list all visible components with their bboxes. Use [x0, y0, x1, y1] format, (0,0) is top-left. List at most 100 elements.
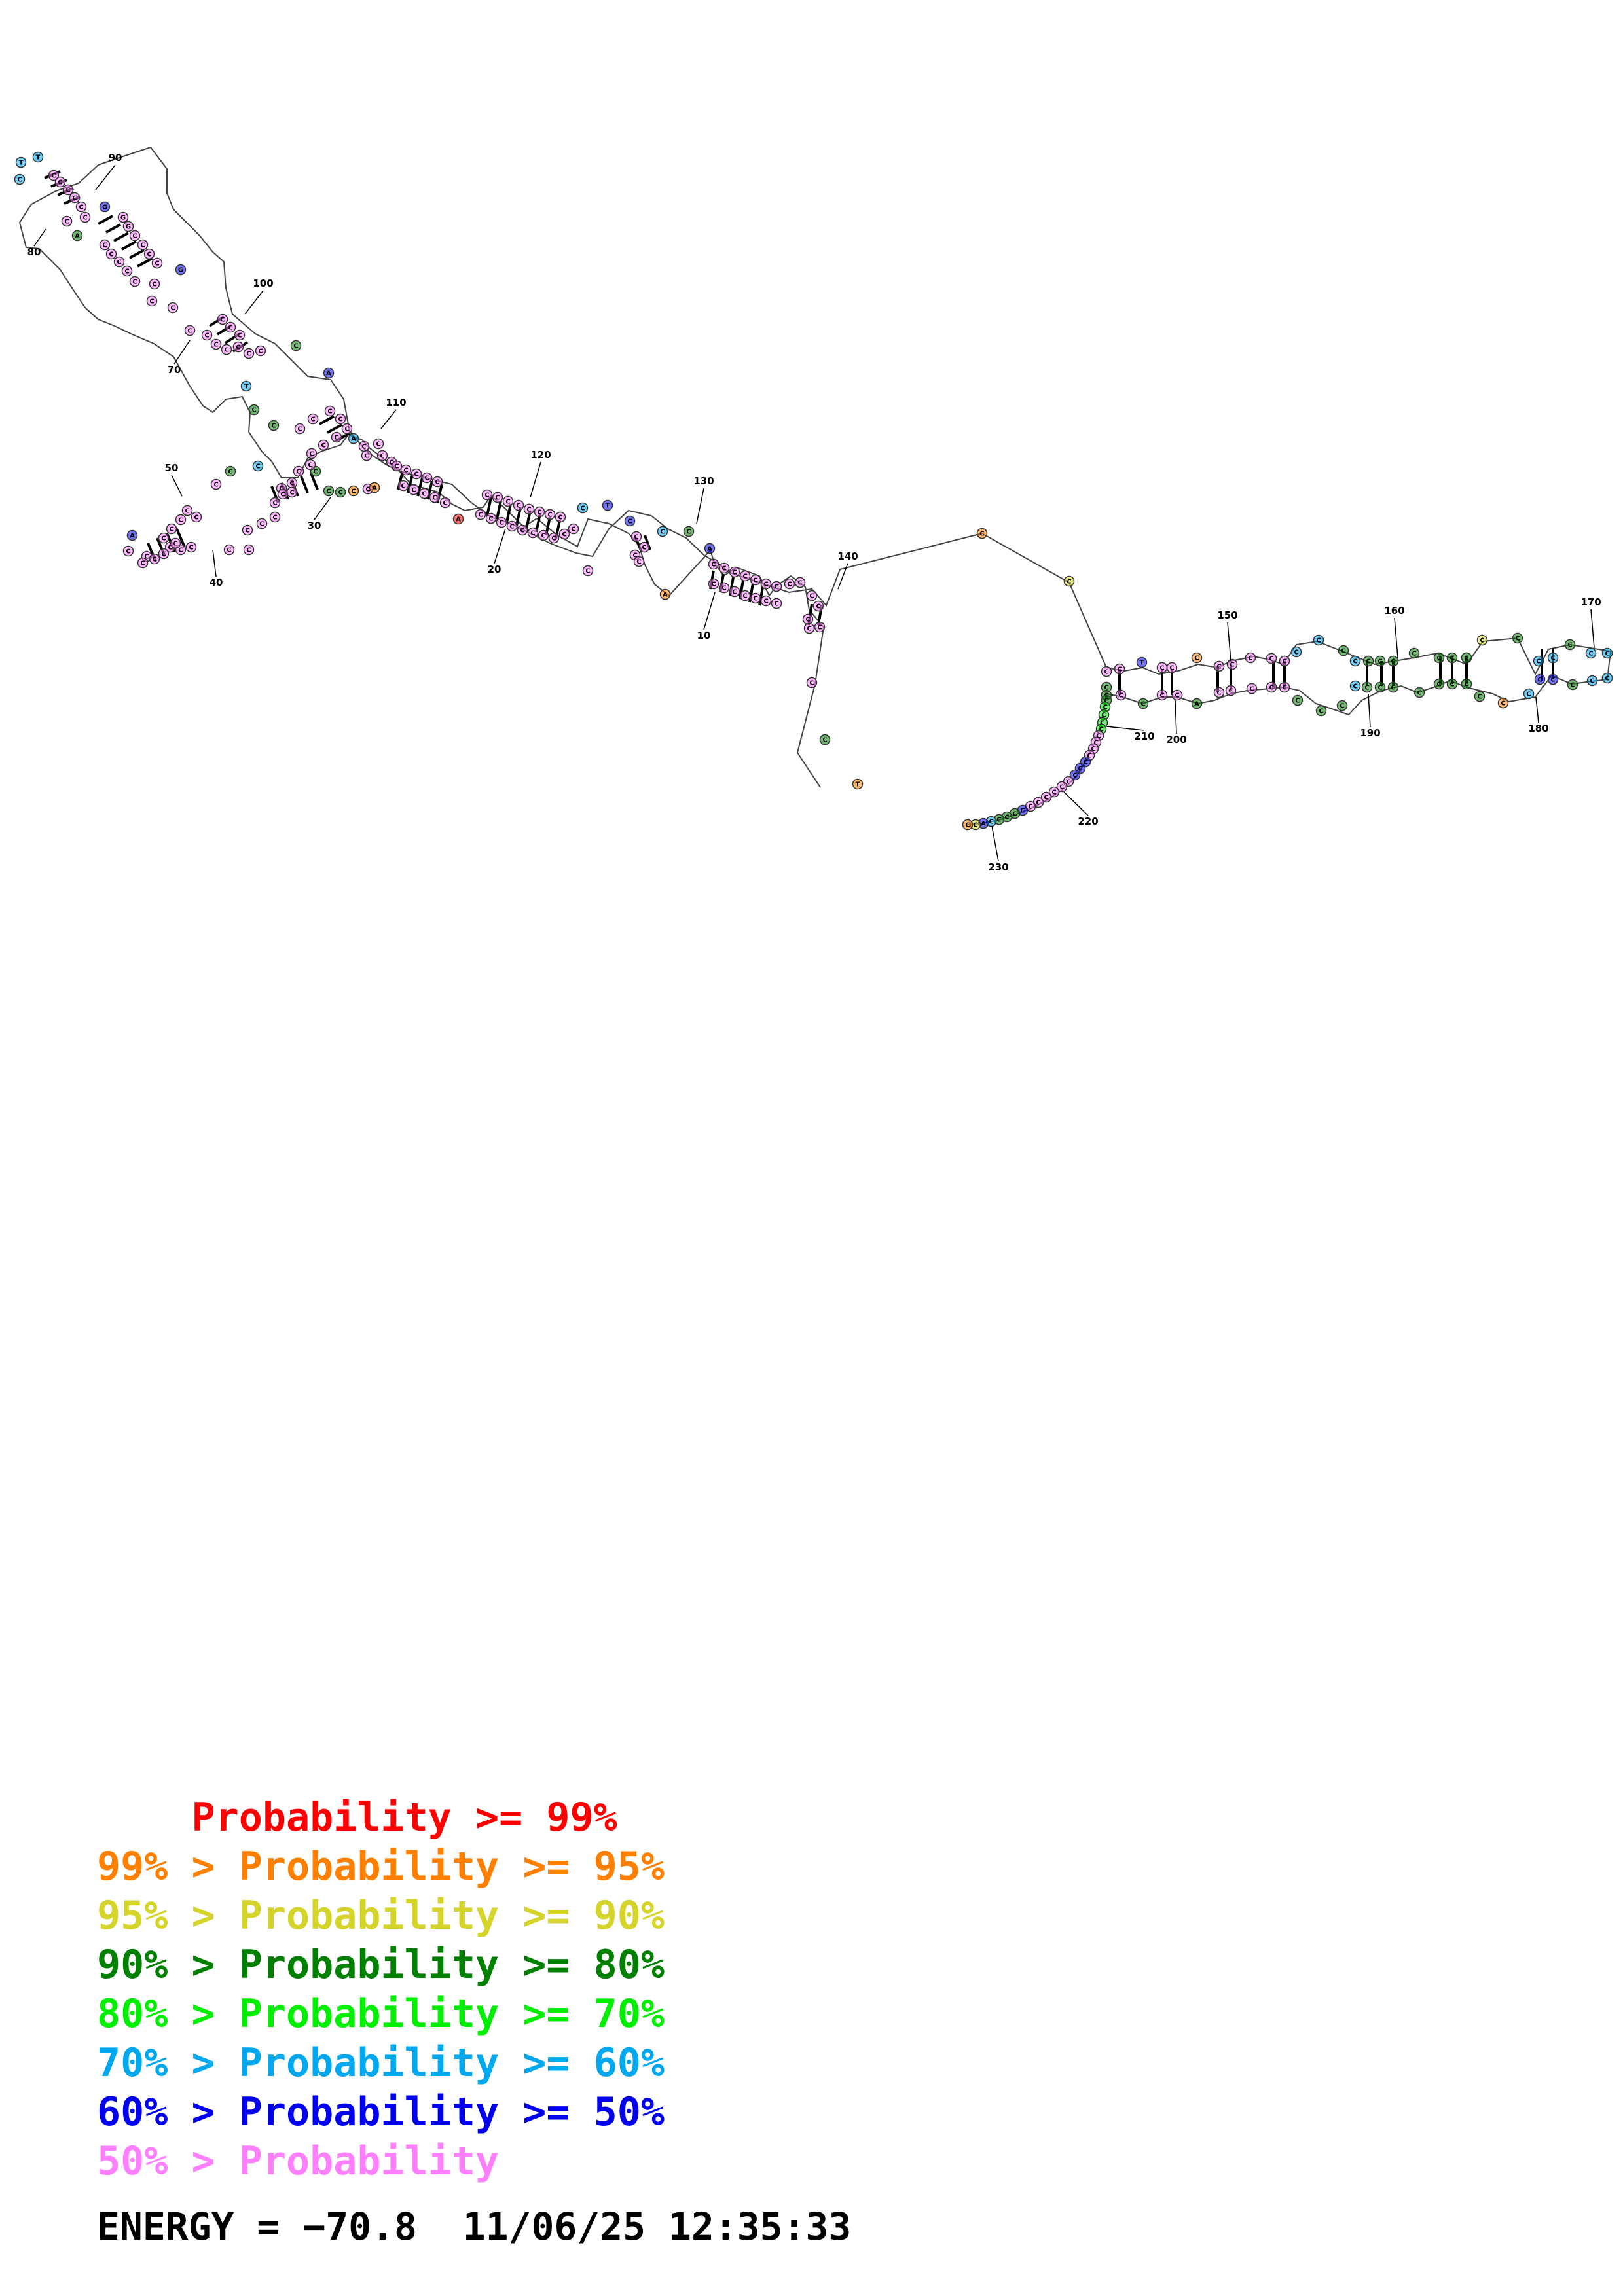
nucleotide-circle	[517, 524, 528, 536]
nucleotide-letter: C	[313, 469, 318, 476]
nucleotide: C	[568, 523, 579, 535]
nucleotide-letter: C	[1391, 685, 1395, 692]
nucleotide-circle	[429, 492, 441, 503]
nucleotide-circle	[373, 438, 384, 450]
nucleotide: C	[286, 477, 298, 489]
nucleotide-circle	[210, 338, 222, 350]
nucleotide-circle	[812, 600, 824, 612]
position-label: 40	[210, 577, 223, 588]
position-label: 120	[530, 449, 551, 461]
nucleotide: C	[812, 600, 824, 612]
position-tick	[1394, 617, 1398, 658]
nucleotide: C	[1266, 681, 1277, 693]
legend-row-95: 99% > Probability >= 95%	[97, 1842, 665, 1892]
nucleotide-circle	[1349, 655, 1361, 667]
nucleotide: C	[1025, 800, 1036, 812]
nucleotide-letter: C	[1605, 651, 1609, 658]
nucleotide-letter: C	[1477, 694, 1482, 701]
position-label: 20	[488, 564, 501, 575]
nucleotide-circle	[143, 248, 155, 260]
nucleotide: C	[14, 173, 26, 185]
position-label: 150	[1217, 609, 1237, 621]
nucleotide: C	[1338, 645, 1349, 656]
nucleotide-letter: C	[520, 528, 524, 535]
nucleotide-circle	[492, 492, 503, 503]
nucleotide-letter: C	[149, 298, 154, 306]
nucleotide-letter: C	[499, 520, 503, 527]
position-tick	[530, 461, 541, 498]
nucleotide-letter: C	[1550, 677, 1555, 684]
nucleotide: C	[61, 215, 73, 227]
nucleotide-letter: C	[1590, 678, 1594, 685]
nucleotide: A	[452, 513, 464, 525]
nucleotide-circle	[1171, 689, 1183, 701]
nucleotide-circle	[602, 499, 613, 511]
nucleotide: C	[137, 557, 149, 569]
nucleotide: C	[185, 541, 197, 553]
nucleotide-letter: C	[1083, 759, 1087, 766]
nucleotide: C	[1292, 694, 1304, 706]
nucleotide-circle	[1156, 689, 1168, 701]
nucleotide-letter: C	[1248, 655, 1252, 662]
nucleotide-letter: C	[989, 819, 993, 826]
nucleotide: C	[1433, 652, 1445, 664]
nucleotide-circle	[1040, 791, 1052, 803]
position-label: 210	[1134, 730, 1154, 742]
nucleotide: C	[683, 526, 695, 537]
nucleotide-letter: C	[1353, 658, 1357, 666]
nucleotide-circle	[1433, 652, 1445, 664]
base-pair-line	[496, 500, 502, 520]
nucleotide-circle	[61, 215, 73, 227]
nucleotide-letter: A	[981, 821, 986, 828]
nucleotide-letter: C	[414, 471, 418, 478]
nucleotide-letter: C	[1450, 655, 1454, 662]
position-tick	[494, 528, 506, 564]
nucleotide: C	[137, 239, 149, 251]
position-label: 230	[988, 861, 1008, 873]
nucleotide: C	[255, 345, 266, 357]
nucleotide: C	[242, 524, 253, 536]
nucleotide: C	[1446, 678, 1458, 690]
nucleotide-letter: C	[1104, 698, 1108, 705]
nucleotide-letter: C	[1175, 692, 1179, 700]
nucleotide-letter: C	[310, 416, 315, 423]
nucleotide-letter: C	[161, 551, 166, 558]
nucleotide-circle	[286, 486, 298, 498]
position-tick	[173, 340, 191, 365]
nucleotide: C	[1156, 689, 1168, 701]
nucleotide-letter: C	[797, 580, 802, 587]
nucleotide-letter: C	[1159, 665, 1164, 672]
nucleotide: C	[1101, 666, 1112, 677]
nucleotide-letter: C	[394, 463, 399, 471]
position-label: 160	[1384, 605, 1404, 617]
nucleotide-circle	[15, 156, 27, 168]
nucleotide-circle	[113, 256, 125, 268]
nucleotide: C	[99, 239, 111, 251]
nucleotide: C	[1533, 655, 1544, 667]
nucleotide-letter: C	[1004, 814, 1009, 821]
nucleotide-circle	[32, 151, 44, 163]
nucleotide-circle	[410, 468, 422, 480]
nucleotide: C	[814, 621, 826, 633]
nucleotide: C	[1279, 655, 1290, 667]
nucleotide-circle	[191, 511, 202, 523]
base-pair-line	[505, 503, 512, 523]
nucleotide-letter: C	[213, 482, 218, 489]
base-pair-line	[416, 477, 424, 497]
nucleotide: C	[1336, 700, 1348, 711]
nucleotide-circle	[1601, 647, 1613, 659]
position-tick	[696, 488, 704, 524]
nucleotide-letter: C	[185, 508, 189, 515]
nucleotide-letter: C	[401, 483, 405, 490]
nucleotide: C	[1191, 652, 1203, 664]
nucleotide-letter: C	[144, 554, 149, 561]
nucleotide-letter: C	[1117, 666, 1122, 673]
nucleotide: C	[1156, 662, 1168, 673]
nucleotide: C	[1315, 705, 1327, 717]
nucleotide: C	[62, 184, 74, 196]
nucleotide-circle	[1245, 652, 1256, 664]
base-pair-line	[105, 223, 121, 234]
nucleotide-letter: C	[1067, 579, 1071, 586]
nucleotide-circle	[1101, 666, 1112, 677]
nucleotide-letter: C	[140, 242, 145, 249]
